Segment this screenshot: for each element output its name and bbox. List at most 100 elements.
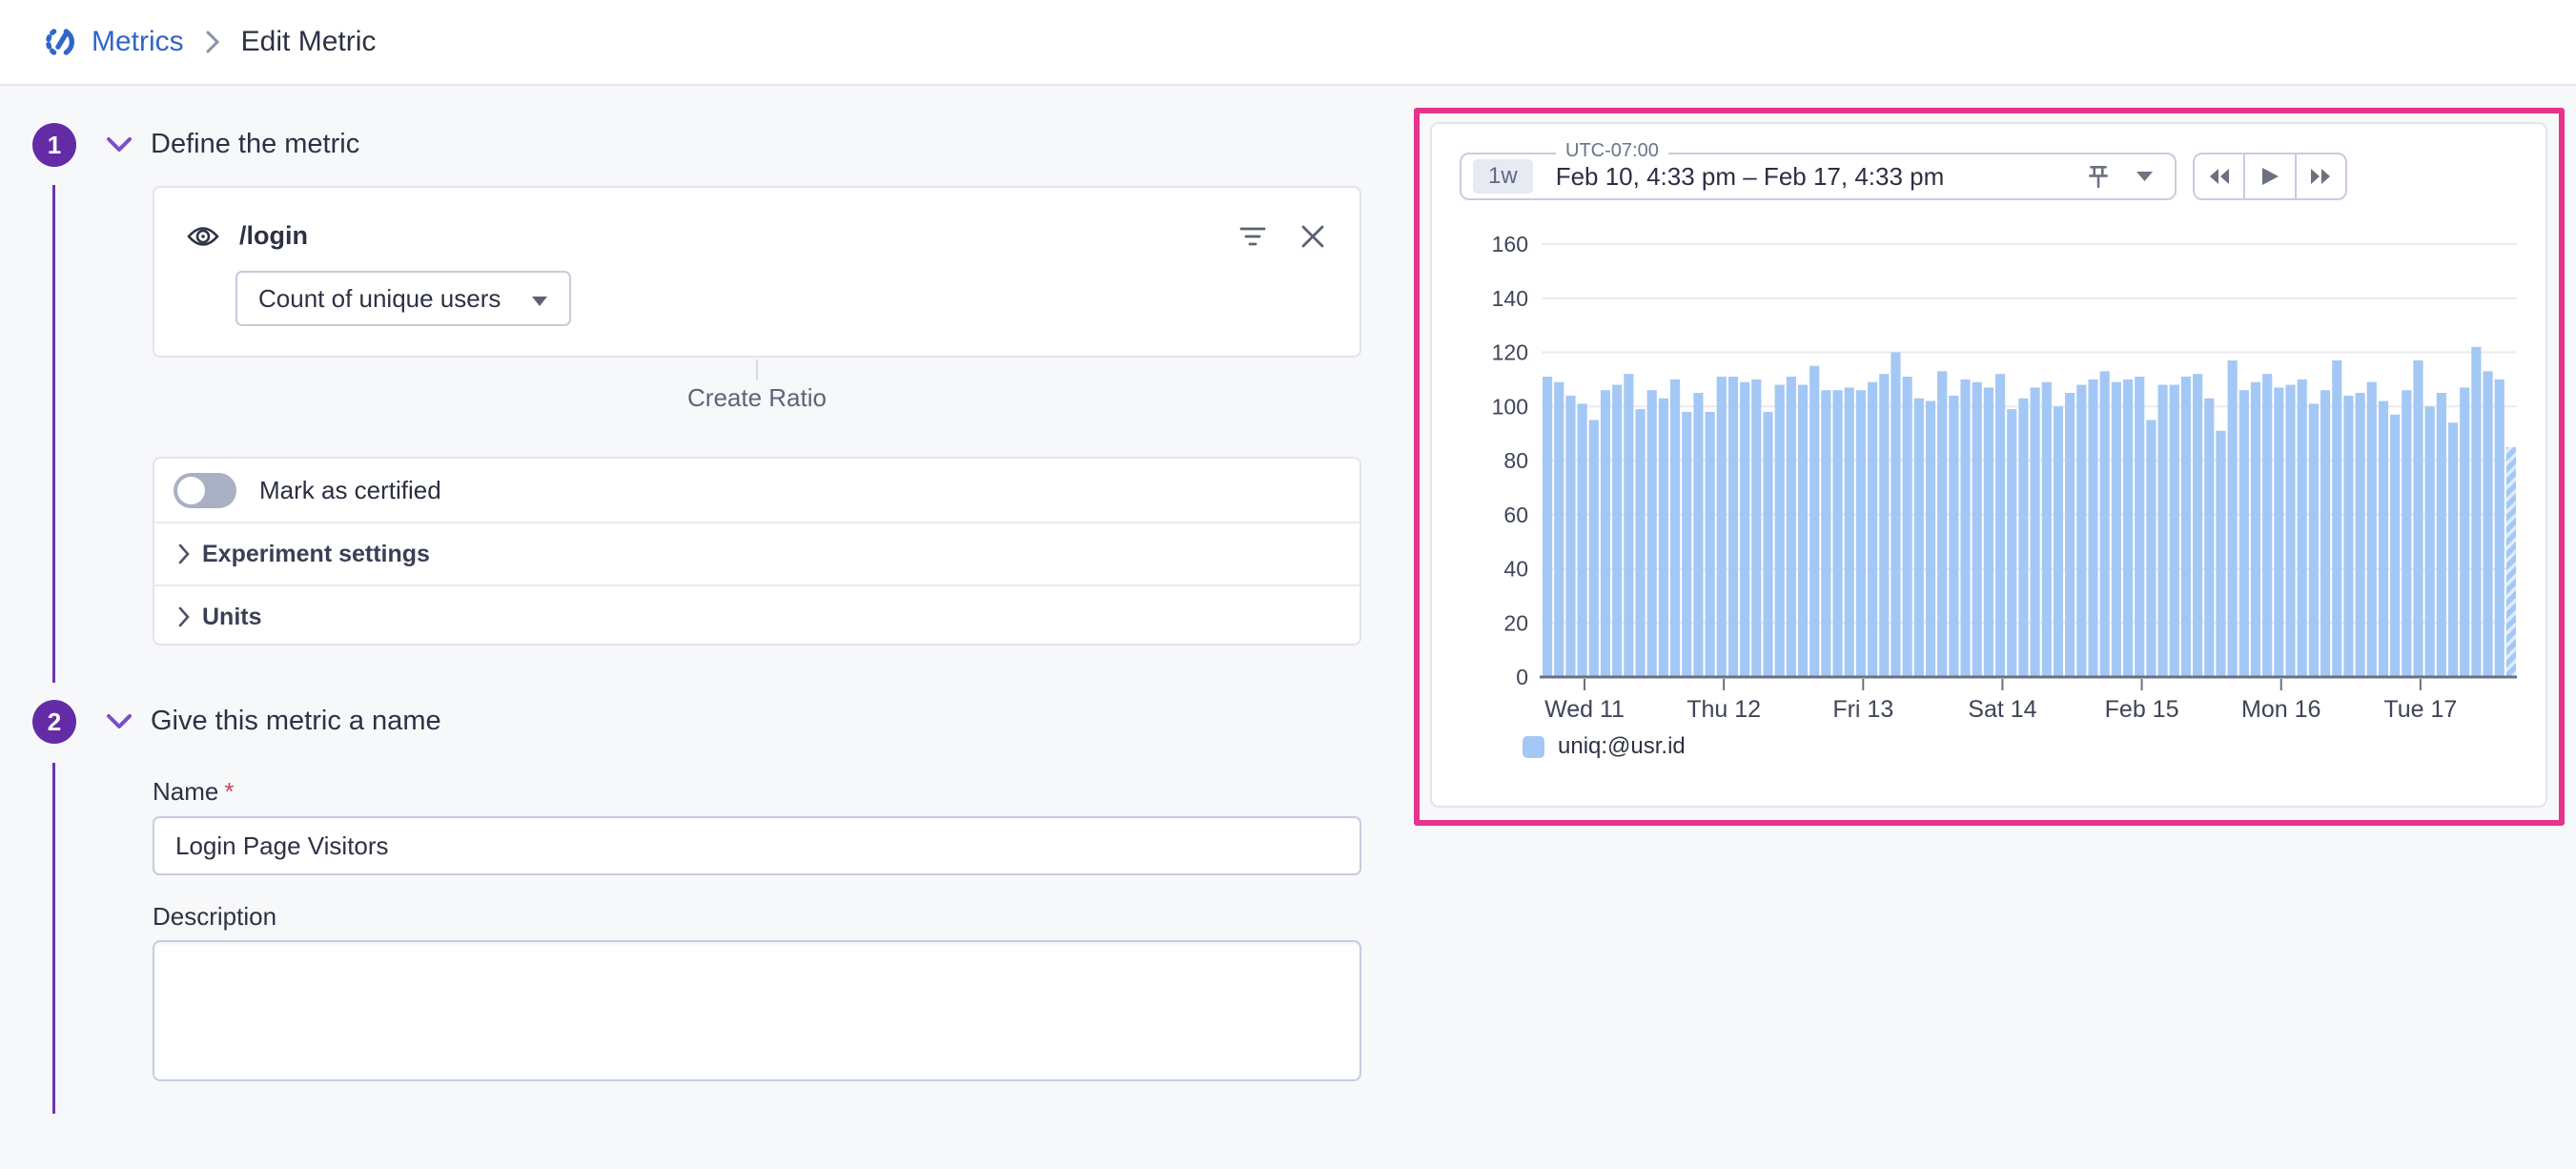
chart-bar[interactable] <box>1786 377 1796 677</box>
chart-bar[interactable] <box>1543 377 1553 677</box>
chart-bar[interactable] <box>2460 387 2470 677</box>
units-accordion[interactable]: Units <box>154 584 1360 647</box>
chart-bar[interactable] <box>2424 406 2435 677</box>
chart-bar[interactable] <box>1879 374 1890 677</box>
chart-bar[interactable] <box>1972 381 1982 677</box>
chart-bar[interactable] <box>1832 390 1843 677</box>
chart-bar[interactable] <box>2111 381 2121 677</box>
create-ratio-button[interactable]: Create Ratio <box>153 383 1361 413</box>
chart-bar[interactable] <box>1902 377 1912 677</box>
chart-bar[interactable] <box>1658 398 1668 677</box>
chevron-down-icon[interactable] <box>2136 171 2154 182</box>
chart-bar[interactable] <box>1600 390 1611 677</box>
chart-bar[interactable] <box>2007 409 2017 677</box>
chart-bar[interactable] <box>1635 409 1646 677</box>
time-range-picker[interactable]: 1w Feb 10, 4:33 pm – Feb 17, 4:33 pm <box>1460 153 2177 200</box>
chart-bar[interactable] <box>1983 387 1993 677</box>
chart-bar[interactable] <box>2204 398 2215 677</box>
chart-bar[interactable] <box>2169 384 2179 677</box>
chart-bar[interactable] <box>1565 395 1576 677</box>
filter-icon[interactable] <box>1239 224 1266 249</box>
chart-bar[interactable] <box>1705 411 1715 677</box>
chart-bar[interactable] <box>2343 395 2354 677</box>
chart-bar[interactable] <box>2471 346 2482 677</box>
chart-bar[interactable] <box>2297 379 2307 678</box>
chart-bar[interactable] <box>1949 395 1959 677</box>
chart-bar-partial[interactable] <box>2505 446 2516 677</box>
play-live-icon[interactable] <box>2243 154 2294 198</box>
chart-bar[interactable] <box>2447 422 2459 677</box>
shift-back-icon[interactable] <box>2195 154 2243 198</box>
certified-toggle[interactable] <box>174 472 236 508</box>
pin-timeframe-icon[interactable] <box>2086 163 2111 190</box>
chart-bar[interactable] <box>1716 377 1727 677</box>
chart-bar[interactable] <box>2494 379 2504 678</box>
chart-bar[interactable] <box>1554 381 1564 677</box>
chart-bar[interactable] <box>1669 379 1681 678</box>
description-textarea[interactable] <box>153 940 1361 1081</box>
close-icon[interactable] <box>1300 224 1325 249</box>
chart-bar[interactable] <box>2122 379 2134 678</box>
chart-bar[interactable] <box>1646 390 1657 677</box>
step-2-collapse-chevron-icon[interactable] <box>105 712 133 731</box>
chart-bar[interactable] <box>1844 387 1854 677</box>
chart-bar[interactable] <box>2018 398 2029 677</box>
chart-bar[interactable] <box>1960 379 1971 678</box>
chart-bar[interactable] <box>2135 377 2145 677</box>
chart-bar[interactable] <box>1821 390 1831 677</box>
chart-bar[interactable] <box>1809 365 1820 677</box>
chart-bar[interactable] <box>1728 377 1739 677</box>
chart-bar[interactable] <box>2250 381 2261 677</box>
chart-bar[interactable] <box>2041 381 2052 677</box>
chart-bar[interactable] <box>1751 379 1762 678</box>
chart-bar[interactable] <box>2320 390 2331 677</box>
chart-bar[interactable] <box>1612 384 1623 677</box>
metric-preview-bar-chart[interactable]: 0 20 40 60 80 100 120 140 160 Wed 11 Thu 12 Fri 13 S… <box>1445 224 2542 744</box>
breadcrumb-metrics-link[interactable]: Metrics <box>92 26 184 57</box>
chart-bar[interactable] <box>2193 374 2203 677</box>
chart-bar[interactable] <box>2030 387 2040 677</box>
step-1-collapse-chevron-icon[interactable] <box>105 135 133 154</box>
chart-bar[interactable] <box>2088 379 2098 678</box>
chart-bar[interactable] <box>2390 414 2401 677</box>
chart-bar[interactable] <box>2366 381 2377 677</box>
chart-bar[interactable] <box>2378 400 2389 677</box>
chart-bar[interactable] <box>1693 393 1704 677</box>
chart-bar[interactable] <box>2065 393 2075 677</box>
chart-bar[interactable] <box>2076 384 2087 677</box>
chart-bar[interactable] <box>1994 374 2006 677</box>
preview-eye-icon[interactable] <box>186 223 220 250</box>
chart-bar[interactable] <box>1797 384 1809 677</box>
chart-bar[interactable] <box>2402 390 2412 677</box>
chart-bar[interactable] <box>1682 411 1692 677</box>
chart-bar[interactable] <box>1868 381 1878 677</box>
chart-bar[interactable] <box>2436 393 2446 677</box>
chart-bar[interactable] <box>2308 403 2319 677</box>
shift-forward-icon[interactable] <box>2294 154 2345 198</box>
legend-item[interactable]: uniq:@usr.id <box>1523 733 1686 760</box>
chart-bar[interactable] <box>1624 374 1634 677</box>
chart-bar[interactable] <box>2157 384 2168 677</box>
chart-bar[interactable] <box>2239 390 2249 677</box>
chart-bar[interactable] <box>2274 387 2284 677</box>
chart-bar[interactable] <box>2053 406 2064 677</box>
chart-bar[interactable] <box>2099 371 2110 677</box>
time-range-shortcut-chip[interactable]: 1w <box>1473 159 1533 194</box>
chart-bar[interactable] <box>2216 430 2226 677</box>
chart-bar[interactable] <box>2262 374 2273 677</box>
chart-bar[interactable] <box>2227 360 2238 677</box>
chart-bar[interactable] <box>2355 393 2365 677</box>
chart-bar[interactable] <box>1855 390 1866 677</box>
chart-bar[interactable] <box>1763 411 1773 677</box>
chart-bar[interactable] <box>1925 400 1936 677</box>
chart-bar[interactable] <box>1891 352 1901 678</box>
aggregation-dropdown[interactable]: Count of unique users <box>235 271 571 326</box>
chart-bar[interactable] <box>1937 371 1948 677</box>
chart-bar[interactable] <box>1913 398 1924 677</box>
chart-bar[interactable] <box>2483 371 2493 677</box>
name-input[interactable] <box>153 816 1361 875</box>
chart-bar[interactable] <box>1740 381 1750 677</box>
chart-bar[interactable] <box>2146 420 2157 677</box>
chart-bar[interactable] <box>2180 377 2191 677</box>
experiment-settings-accordion[interactable]: Experiment settings <box>154 522 1360 584</box>
